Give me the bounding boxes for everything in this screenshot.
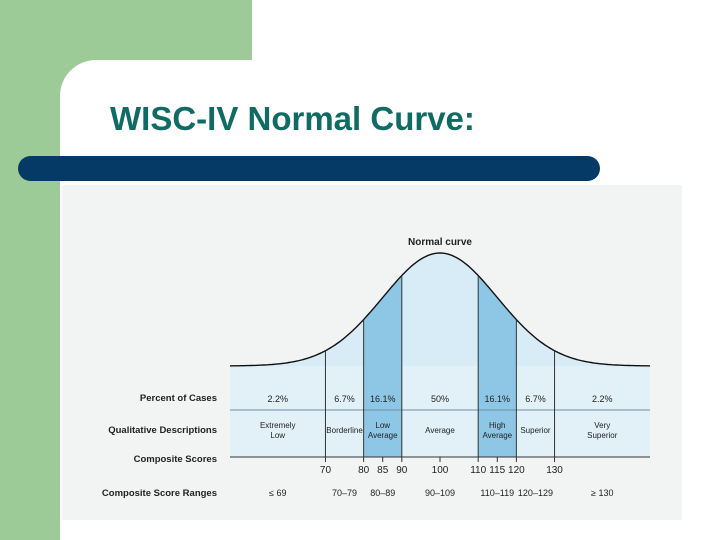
description-label-4-line1: High: [489, 421, 505, 430]
curve-area-6: [554, 350, 650, 366]
normal-curve-line: [229, 252, 651, 367]
curve-area-5: [516, 319, 555, 366]
description-label-0-line2: Low: [270, 431, 285, 440]
description-label-2-line1: Low: [375, 421, 390, 430]
row-label-scores: Composite Scores: [134, 454, 217, 465]
score-label-80: 80: [358, 465, 370, 476]
range-label-5: 120–129: [518, 488, 553, 498]
curve-area-3: [401, 253, 479, 366]
normal-curve-chart: Normal curve Percent of Cases Qualitative …: [102, 237, 651, 499]
curve-area-1: [325, 319, 364, 366]
percent-label-4: 16.1%: [485, 394, 511, 404]
score-label-115: 115: [489, 465, 505, 476]
range-label-6: ≥ 130: [591, 488, 613, 498]
score-label-120: 120: [508, 465, 525, 476]
score-label-110: 110: [470, 465, 486, 476]
table-band: [230, 366, 650, 457]
description-label-3: Average: [425, 426, 455, 435]
chart-title: Normal curve: [408, 237, 472, 248]
slide-title: WISC-IV Normal Curve:: [110, 100, 475, 137]
score-label-70: 70: [320, 465, 332, 476]
description-label-6-line2: Superior: [587, 431, 618, 440]
range-label-4: 110–119: [480, 488, 514, 498]
score-label-85: 85: [377, 465, 389, 476]
curve-area-4: [478, 275, 517, 366]
normal-curve-figure: Normal curve Percent of Cases Qualitative …: [62, 185, 682, 520]
description-label-0-line1: Extremely: [260, 421, 296, 430]
range-label-3: 90–109: [425, 488, 455, 498]
percent-label-2: 16.1%: [370, 394, 396, 404]
table-column-dark-4: [478, 366, 517, 457]
range-label-1: 70–79: [332, 488, 357, 498]
percent-label-5: 6.7%: [525, 394, 546, 404]
curve-area-2: [363, 275, 402, 366]
score-label-90: 90: [396, 465, 408, 476]
score-label-100: 100: [432, 465, 449, 476]
table-column-dark-2: [363, 366, 402, 457]
curve-area-0: [230, 350, 326, 366]
range-label-2: 80–89: [370, 488, 395, 498]
description-label-1: Borderline: [326, 426, 363, 435]
row-label-qualitative: Qualitative Descriptions: [108, 425, 217, 436]
row-label-ranges: Composite Score Ranges: [102, 488, 217, 499]
description-label-2-line2: Average: [368, 431, 398, 440]
percent-label-3: 50%: [431, 394, 449, 404]
percent-label-6: 2.2%: [592, 394, 613, 404]
description-label-4-line2: Average: [482, 431, 512, 440]
percent-label-1: 6.7%: [334, 394, 355, 404]
range-label-0: ≤ 69: [269, 488, 286, 498]
description-label-5: Superior: [520, 426, 551, 435]
row-label-percent: Percent of Cases: [140, 393, 217, 404]
description-label-6-line1: Very: [594, 421, 610, 430]
score-label-130: 130: [546, 465, 563, 476]
title-underline-bar: [18, 156, 600, 181]
percent-label-0: 2.2%: [267, 394, 288, 404]
